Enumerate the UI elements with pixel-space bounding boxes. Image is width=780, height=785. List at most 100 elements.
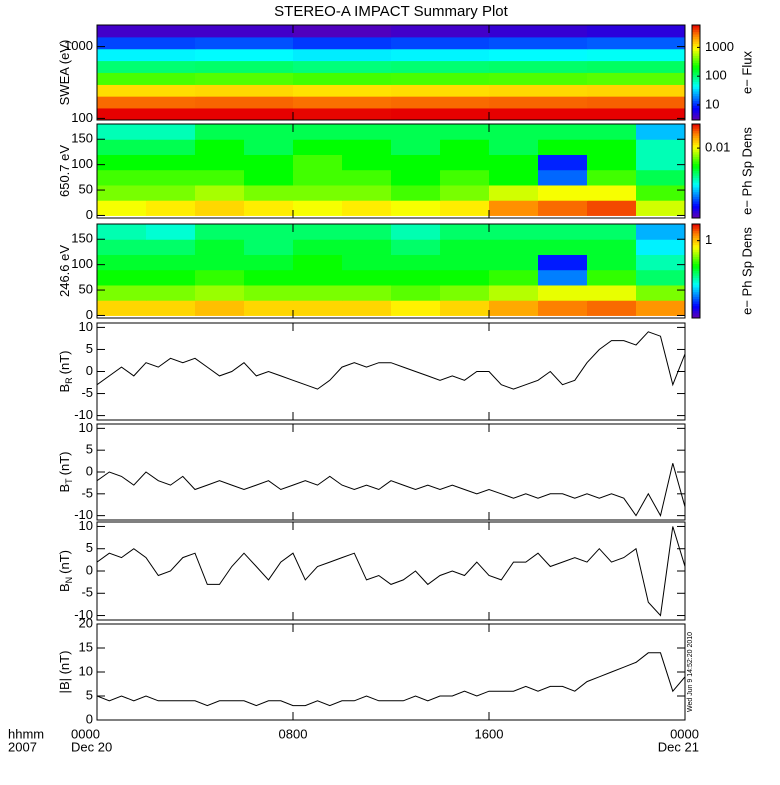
heatmap-cell bbox=[587, 48, 685, 62]
y-tick-label: 0 bbox=[86, 463, 93, 478]
heatmap-cell bbox=[293, 154, 343, 171]
heatmap-cell bbox=[146, 284, 196, 301]
heatmap-cell bbox=[195, 224, 245, 240]
heatmap-cell bbox=[97, 184, 147, 201]
colorbar-step bbox=[692, 268, 700, 272]
colorbar-step bbox=[692, 131, 700, 134]
heatmap-cell bbox=[97, 36, 196, 50]
heatmap-cell bbox=[244, 200, 294, 216]
heatmap-cell bbox=[587, 224, 637, 240]
x-tick-date: Dec 21 bbox=[658, 739, 699, 754]
data-line bbox=[97, 331, 685, 390]
heatmap-cell bbox=[636, 300, 685, 316]
heatmap-cell bbox=[538, 124, 588, 140]
colorbar-step bbox=[692, 156, 700, 160]
colorbar-step bbox=[692, 147, 700, 151]
heatmap-cell bbox=[342, 200, 392, 216]
colorbar-step bbox=[692, 256, 700, 260]
heatmap-cell bbox=[391, 239, 441, 255]
heatmap-cell bbox=[146, 169, 196, 186]
y-tick-label: 50 bbox=[79, 181, 93, 196]
x-tick-label: 0800 bbox=[279, 726, 308, 741]
colorbar-step bbox=[692, 142, 700, 146]
heatmap-cell bbox=[587, 300, 637, 316]
heatmap-cell bbox=[97, 254, 147, 271]
heatmap-cell bbox=[489, 139, 539, 155]
colorbar-step bbox=[692, 77, 700, 81]
heatmap-cell bbox=[146, 239, 196, 255]
y-axis-label: 246.6 eV bbox=[57, 245, 72, 297]
colorbar-step bbox=[692, 287, 700, 291]
panel-frame bbox=[96, 223, 686, 319]
colorbar-step bbox=[692, 289, 700, 293]
colorbar-step bbox=[692, 115, 700, 119]
colorbar-step bbox=[692, 27, 700, 31]
heatmap-cell bbox=[195, 60, 294, 73]
heatmap-cell bbox=[587, 60, 685, 73]
heatmap-cell bbox=[587, 84, 685, 97]
heatmap-cell bbox=[293, 224, 343, 240]
colorbar-step bbox=[692, 82, 700, 85]
heatmap-cell bbox=[293, 300, 343, 316]
timestamp: Wed Jun 9 14:52:20 2010 bbox=[687, 632, 694, 712]
heatmap-cell bbox=[97, 154, 147, 171]
colorbar-step bbox=[692, 187, 700, 191]
heatmap-cell bbox=[146, 184, 196, 201]
heatmap-cell bbox=[342, 169, 392, 186]
colorbar-step bbox=[692, 210, 700, 214]
colorbar-step bbox=[692, 247, 700, 251]
colorbar-step bbox=[692, 196, 700, 200]
heatmap-cell bbox=[97, 84, 196, 97]
heatmap-cell bbox=[391, 200, 441, 216]
heatmap-cell bbox=[146, 224, 196, 240]
heatmap-cell bbox=[244, 154, 294, 171]
colorbar-step bbox=[692, 238, 700, 241]
y-tick-label: 10 bbox=[79, 420, 93, 435]
x-tick-date: Dec 20 bbox=[71, 739, 112, 754]
panel bbox=[97, 124, 685, 216]
heatmap-cell bbox=[293, 284, 343, 301]
heatmap-cell bbox=[636, 224, 685, 240]
panel-frame bbox=[96, 123, 686, 219]
heatmap-cell bbox=[489, 224, 539, 240]
colorbar-label: e− Ph Sp Dens bbox=[739, 227, 754, 315]
heatmap-cell bbox=[293, 169, 343, 186]
heatmap-cell bbox=[489, 239, 539, 255]
y-tick-label: 0 bbox=[86, 711, 93, 726]
y-tick-label: 0 bbox=[86, 207, 93, 222]
colorbar-step bbox=[692, 89, 700, 92]
colorbar-step bbox=[692, 189, 700, 193]
heatmap-cell bbox=[244, 169, 294, 186]
heatmap-cell bbox=[293, 48, 392, 62]
colorbar-step bbox=[692, 65, 700, 69]
heatmap-cell bbox=[440, 169, 490, 186]
colorbar-step bbox=[692, 208, 700, 212]
colorbar-step bbox=[692, 41, 700, 45]
heatmap-cell bbox=[146, 300, 196, 316]
heatmap-cell bbox=[587, 254, 637, 271]
heatmap-cell bbox=[587, 284, 637, 301]
heatmap-cell bbox=[293, 60, 392, 73]
heatmap-cell bbox=[636, 169, 685, 186]
y-tick-label: 0 bbox=[86, 562, 93, 577]
heatmap-cell bbox=[342, 224, 392, 240]
colorbar-step bbox=[692, 103, 700, 107]
colorbar-step bbox=[692, 240, 700, 244]
heatmap-cell bbox=[244, 239, 294, 255]
heatmap-cell bbox=[195, 124, 245, 140]
heatmap-cell bbox=[538, 184, 588, 201]
heatmap-cell bbox=[391, 224, 441, 240]
heatmap-cell bbox=[440, 300, 490, 316]
y-tick-label: -5 bbox=[81, 585, 93, 600]
heatmap-cell bbox=[538, 169, 588, 186]
colorbar-step bbox=[692, 235, 700, 239]
colorbar-step bbox=[692, 105, 700, 109]
colorbar-step bbox=[692, 231, 700, 234]
heatmap-cell bbox=[293, 200, 343, 216]
colorbar-step bbox=[692, 280, 700, 284]
colorbar-step bbox=[692, 98, 700, 102]
colorbar-step bbox=[692, 199, 700, 203]
heatmap-cell bbox=[440, 184, 490, 201]
y-axis-label: 650.7 eV bbox=[57, 145, 72, 197]
heatmap-cell bbox=[489, 184, 539, 201]
